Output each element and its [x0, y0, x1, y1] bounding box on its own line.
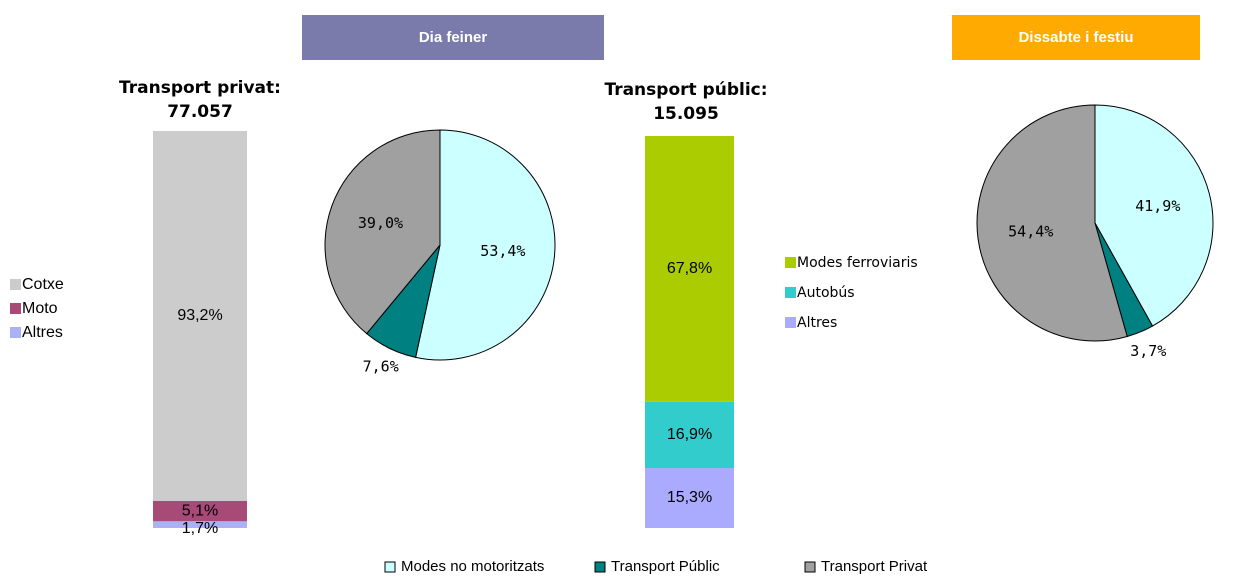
header-box: [952, 15, 1200, 60]
value-label: 15,3%: [667, 489, 712, 506]
legend-swatch: [10, 327, 21, 338]
legend-label: Moto: [22, 300, 58, 317]
header-title: Dia feiner: [419, 29, 488, 46]
legend-swatch: [10, 279, 21, 290]
header-title: Dissabte i festiu: [1018, 29, 1133, 46]
legend-label: Transport Privat: [821, 558, 928, 575]
legend-swatch: [384, 561, 396, 573]
legend-label: Cotxe: [22, 276, 64, 293]
value-label: 67,8%: [667, 260, 712, 277]
header-box: [302, 15, 604, 60]
bar-subtitle: 77.057: [167, 102, 233, 122]
pie-slice: [324, 129, 441, 335]
legend-label: Altres: [22, 324, 63, 341]
value-label: 5,1%: [182, 502, 218, 519]
legend-swatch: [785, 257, 796, 268]
legend-label: Autobús: [797, 285, 855, 301]
legend-label: Transport Públic: [611, 558, 720, 575]
value-label: 54,4%: [1008, 222, 1053, 240]
legend-label: Altres: [797, 315, 837, 331]
bar-subtitle: 15.095: [653, 104, 719, 124]
value-label: 16,9%: [667, 426, 712, 443]
value-label: 41,9%: [1135, 197, 1180, 215]
pie-slice: [976, 104, 1128, 342]
legend-swatch: [594, 561, 606, 573]
value-label: 93,2%: [177, 307, 222, 324]
value-label: 3,7%: [1130, 342, 1166, 360]
value-label: 39,0%: [358, 214, 403, 232]
pie-slice: [415, 129, 556, 361]
bar-segment: [153, 501, 247, 522]
bar-segment: [645, 468, 734, 528]
bar-segment: [645, 401, 734, 469]
bar-segment: [153, 131, 247, 502]
legend-label: Modes ferroviaris: [797, 255, 918, 271]
legend-label: Modes no motoritzats: [401, 558, 544, 575]
bar-segment: [153, 521, 247, 528]
bar-title: Transport privat:: [119, 78, 281, 98]
bar-segment: [645, 136, 734, 402]
legend-swatch: [785, 287, 796, 298]
value-label: 53,4%: [480, 242, 525, 260]
legend-swatch: [10, 303, 21, 314]
pie-slice: [1094, 104, 1214, 327]
value-label: 1,7%: [182, 520, 218, 537]
value-label: 7,6%: [363, 358, 399, 376]
legend-swatch: [804, 561, 816, 573]
bar-title: Transport públic:: [604, 80, 767, 100]
legend-swatch: [785, 317, 796, 328]
